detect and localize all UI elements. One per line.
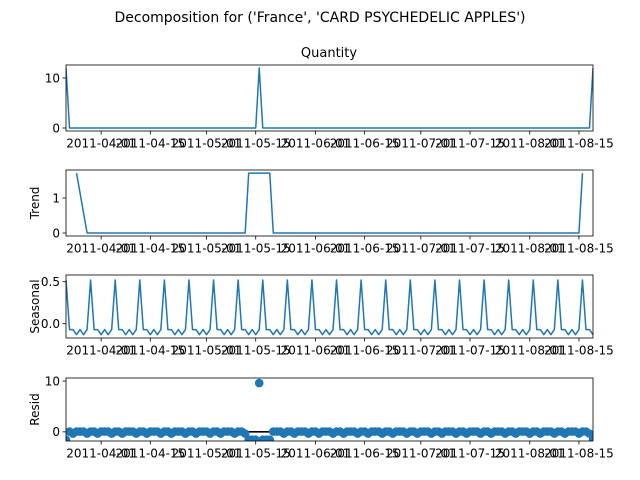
resid-ytick-label: 0 — [52, 425, 60, 439]
resid-xtick-label: 2011-04-01 — [66, 447, 136, 461]
trend-xtick-label: 2011-08-01 — [495, 242, 565, 256]
observed-ytick-label: 0 — [52, 121, 60, 135]
seasonal-panel: 0.00.52011-04-012011-04-152011-05-012011… — [28, 274, 614, 358]
resid-point — [588, 435, 593, 441]
resid-xtick-label: 2011-07-01 — [386, 447, 456, 461]
trend-xtick-label: 2011-05-01 — [172, 242, 242, 256]
seasonal-xtick-label: 2011-06-01 — [281, 344, 351, 358]
observed-xtick-label: 2011-08-01 — [495, 137, 565, 151]
resid-panel: 0 10 2011-04-012011-04-152011-05-012011-05… — [28, 374, 614, 460]
trend-xtick-label: 2011-07-15 — [435, 242, 505, 256]
trend-series-line — [75, 172, 584, 234]
observed-xtick-label: 2011-05-01 — [172, 137, 242, 151]
seasonal-ytick-label: 0.0 — [41, 317, 60, 331]
resid-point — [254, 378, 264, 388]
seasonal-xtick-label: 2011-06-15 — [330, 344, 400, 358]
trend-axes-frame — [65, 169, 594, 237]
resid-ylabel: Resid — [28, 393, 42, 425]
seasonal-series-line — [66, 279, 593, 336]
seasonal-ylabel: Seasonal — [28, 279, 42, 333]
trend-xtick-label: 2011-06-15 — [330, 242, 400, 256]
observed-xtick-label: 2011-04-01 — [66, 137, 136, 151]
figure-title: Decomposition for ('France', 'CARD PSYCH… — [114, 10, 525, 26]
trend-ytick-label: 1 — [52, 191, 60, 205]
resid-xtick-label: 2011-08-01 — [495, 447, 565, 461]
observed-xtick-label: 2011-06-01 — [281, 137, 351, 151]
observed-series-line — [66, 67, 593, 129]
resid-axes-frame — [65, 377, 594, 442]
observed-xtick-label: 2011-05-15 — [221, 137, 291, 151]
resid-point — [66, 435, 71, 441]
resid-plot-area — [66, 378, 593, 441]
observed-xtick-label: 2011-07-01 — [386, 137, 456, 151]
resid-xtick-label: 2011-08-15 — [544, 447, 614, 461]
resid-xtick-label: 2011-05-15 — [221, 447, 291, 461]
observed-ytick-label: 10 — [45, 71, 60, 85]
trend-panel: 0 1 2011-04-012011-04-152011-05-012011-05-… — [28, 169, 614, 256]
resid-point — [585, 429, 593, 438]
seasonal-xtick-label: 2011-08-15 — [544, 344, 614, 358]
seasonal-xtick-label: 2011-05-01 — [172, 344, 242, 358]
observed-xtick-label: 2011-08-15 — [544, 137, 614, 151]
trend-ytick-label: 0 — [52, 226, 60, 240]
seasonal-ytick-label: 0.5 — [41, 275, 60, 289]
resid-xtick-label: 2011-06-01 — [281, 447, 351, 461]
resid-ytick-label: 10 — [45, 374, 60, 388]
observed-axes-frame — [65, 64, 594, 132]
resid-xtick-label: 2011-04-15 — [115, 447, 185, 461]
trend-xtick-label: 2011-07-01 — [386, 242, 456, 256]
resid-xtick-label: 2011-05-01 — [172, 447, 242, 461]
resid-xtick-label: 2011-06-15 — [330, 447, 400, 461]
trend-xtick-label: 2011-04-01 — [66, 242, 136, 256]
resid-point — [251, 435, 261, 441]
observed-xtick-label: 2011-07-15 — [435, 137, 505, 151]
observed-xtick-label: 2011-04-15 — [115, 137, 185, 151]
observed-xtick-label: 2011-06-15 — [330, 137, 400, 151]
seasonal-xtick-label: 2011-05-15 — [221, 344, 291, 358]
resid-xtick-label: 2011-07-15 — [435, 447, 505, 461]
seasonal-xtick-label: 2011-08-01 — [495, 344, 565, 358]
trend-plot-area — [75, 172, 584, 234]
trend-xtick-label: 2011-04-15 — [115, 242, 185, 256]
seasonal-plot-area — [66, 279, 593, 336]
observed-panel: Quantity 0102011-04-012011-04-152011-05-… — [45, 46, 614, 151]
seasonal-xtick-label: 2011-07-01 — [386, 344, 456, 358]
observed-plot-area — [66, 67, 593, 129]
seasonal-xtick-label: 2011-04-15 — [115, 344, 185, 358]
seasonal-xtick-label: 2011-07-15 — [435, 344, 505, 358]
trend-ylabel: Trend — [28, 187, 42, 221]
observed-panel-title: Quantity — [301, 46, 357, 61]
seasonal-xtick-label: 2011-04-01 — [66, 344, 136, 358]
trend-xtick-label: 2011-05-15 — [221, 242, 291, 256]
seasonal-axes-frame — [65, 274, 594, 339]
trend-xtick-label: 2011-08-15 — [544, 242, 614, 256]
trend-xtick-label: 2011-06-01 — [281, 242, 351, 256]
resid-point — [265, 435, 275, 441]
